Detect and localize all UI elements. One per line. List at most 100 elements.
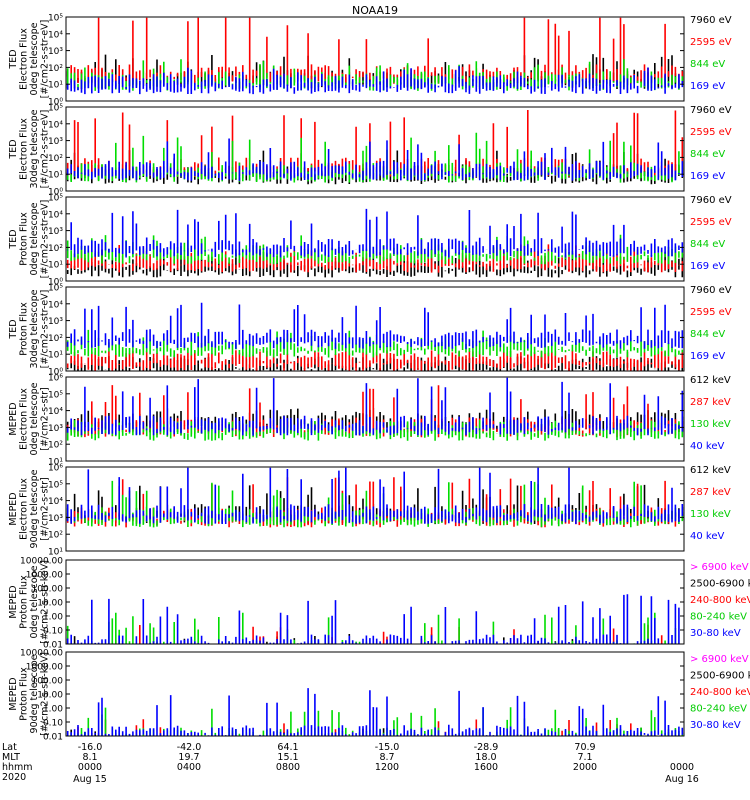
legend-entry-4: 169 eV <box>690 171 725 182</box>
panel-frame <box>65 651 685 737</box>
y-tick-label: 10⁵ <box>48 390 63 400</box>
x-row-label: Lat <box>2 742 17 753</box>
y-axis-label-line: Proton Flux <box>19 667 30 721</box>
legend-entry-3: 844 eV <box>690 59 725 70</box>
y-tick-label: 0.10 <box>43 627 63 637</box>
y-tick-label: 10³ <box>48 514 63 524</box>
series-trace-4 <box>66 467 684 524</box>
y-tick-label: 10000.00 <box>20 649 63 659</box>
y-axis-label-line: TED <box>8 319 19 339</box>
legend-entry-2: 2500-6900 keV <box>690 671 750 682</box>
y-tick-label: 0.01 <box>43 733 63 743</box>
x-tick-label: Aug 16 <box>665 774 699 785</box>
y-axis-label-line: Electron Flux <box>19 118 30 180</box>
chart-title: NOAA19 <box>352 4 398 17</box>
y-axis-label: TEDProton Flux0deg telescope[#/cm2-s-str… <box>8 200 51 279</box>
y-tick-label: 10³ <box>48 424 63 434</box>
y-tick-label: 10⁵ <box>48 14 63 24</box>
panel-frame <box>65 466 685 552</box>
y-tick-label: 10¹ <box>48 171 63 181</box>
legend-entry-5: 30-80 keV <box>690 628 741 639</box>
y-tick-label: 10³ <box>48 137 63 147</box>
y-axis-label-line: [#/cm2-s-str-eV] <box>40 200 51 279</box>
y-tick-label: 10² <box>48 244 63 254</box>
y-tick-label: 100.00 <box>32 677 64 687</box>
legend-entry-1: > 6900 keV <box>690 654 749 665</box>
series-trace-4 <box>66 208 684 258</box>
x-tick-label: 18.0 <box>475 752 496 763</box>
y-tick-label: 10⁵ <box>48 194 63 204</box>
y-tick-label: 10⁴ <box>48 120 63 130</box>
panel-frame <box>65 106 685 192</box>
y-tick-label: 10³ <box>48 227 63 237</box>
y-tick-label: 10¹ <box>48 261 63 271</box>
panel-frame <box>65 559 685 645</box>
legend-entry-2: 287 keV <box>690 397 731 408</box>
legend-entry-3: 844 eV <box>690 329 725 340</box>
y-tick-label: 10² <box>48 441 63 451</box>
x-tick-label: 15.1 <box>277 752 298 763</box>
y-axis-label-line: [#/cm2-s-str-eV] <box>40 20 51 99</box>
x-row-label: MLT <box>2 752 20 763</box>
y-tick-label: 10⁵ <box>48 284 63 294</box>
y-tick-label: 10⁴ <box>48 497 63 507</box>
y-tick-label: 10000.00 <box>20 557 63 567</box>
panel-7: 0.010.101.0010.00100.001000.0010000.00ME… <box>8 557 750 651</box>
x-tick-label: 0000 <box>670 762 694 773</box>
x-tick-label: 0000 <box>78 762 102 773</box>
y-tick-label: 10⁴ <box>48 30 63 40</box>
y-tick-label: 10.00 <box>37 691 63 701</box>
legend-entry-2: 2595 eV <box>690 307 732 318</box>
x-tick-label: 7.1 <box>577 752 592 763</box>
y-axis-label-line: 0deg telescope <box>29 22 40 95</box>
y-tick-label: 10⁴ <box>48 300 63 310</box>
legend-entry-2: 2595 eV <box>690 37 732 48</box>
series-trace-4 <box>66 302 684 350</box>
x-tick-label: -28.9 <box>474 742 499 753</box>
y-axis-label-line: Proton Flux <box>19 575 30 629</box>
y-axis-label-line: TED <box>8 139 19 159</box>
y-tick-label: 10.00 <box>37 599 63 609</box>
legend-entry-3: 240-800 keV <box>690 687 750 698</box>
x-tick-label: 8.7 <box>379 752 394 763</box>
legend-entry-4: 80-240 keV <box>690 704 747 715</box>
x-row-label: 2020 <box>2 772 26 783</box>
x-tick-label: Aug 15 <box>73 774 107 785</box>
y-tick-label: 10⁵ <box>48 480 63 490</box>
x-tick-label: 1200 <box>375 762 399 773</box>
x-tick-label: 1600 <box>474 762 498 773</box>
y-axis-label-line: Proton Flux <box>19 212 30 266</box>
y-axis-label-line: TED <box>8 229 19 249</box>
panel-frame <box>65 286 685 372</box>
x-tick-label: 2000 <box>573 762 597 773</box>
x-tick-label: -42.0 <box>177 742 202 753</box>
legend-entry-2: 287 keV <box>690 487 731 498</box>
y-tick-label: 10² <box>48 334 63 344</box>
x-row-label: hhmm <box>2 762 33 773</box>
legend-entry-1: 612 keV <box>690 375 731 386</box>
legend-entry-1: 7960 eV <box>690 285 732 296</box>
y-axis-label-line: [#/cm2-s-str-eV] <box>40 290 51 369</box>
y-tick-label: 1.00 <box>43 613 63 623</box>
y-axis-label-line: Electron Flux <box>19 28 30 90</box>
y-tick-label: 10³ <box>48 317 63 327</box>
y-tick-label: 10⁶ <box>48 464 63 474</box>
y-axis-label: TEDElectron Flux30deg telescope[#/cm2-s-… <box>8 109 51 188</box>
y-axis-label-line: 0deg telescope <box>29 382 40 455</box>
y-axis-label-line: [#/cm2-s-str] <box>40 477 51 540</box>
y-tick-label: 10⁶ <box>48 374 63 384</box>
y-axis-label: MEPEDElectron Flux90deg telescope[#/cm2-… <box>8 469 51 548</box>
legend-entry-4: 80-240 keV <box>690 612 747 623</box>
y-tick-label: 10⁰ <box>48 98 63 108</box>
legend-entry-4: 169 eV <box>690 261 725 272</box>
y-axis-label-line: Electron Flux <box>19 478 30 540</box>
legend-entry-3: 844 eV <box>690 149 725 160</box>
legend-entry-4: 40 keV <box>690 531 724 542</box>
y-tick-label: 10⁴ <box>48 407 63 417</box>
legend-entry-2: 2595 eV <box>690 217 732 228</box>
